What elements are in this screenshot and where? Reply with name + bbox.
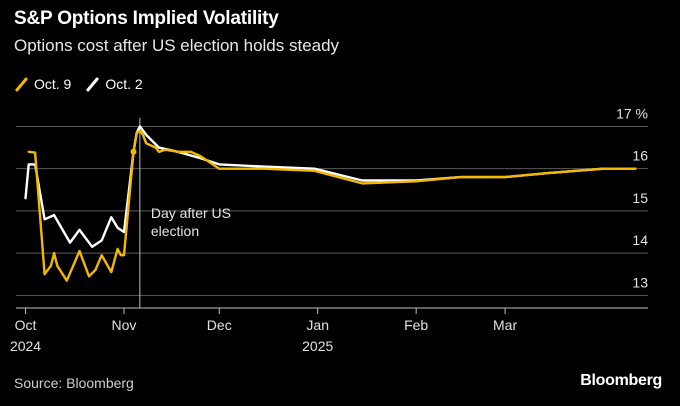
y-tick-label-14: 14 bbox=[632, 232, 648, 248]
series-point-oct-9-marker bbox=[130, 148, 137, 155]
series-line-oct-9 bbox=[27, 129, 637, 282]
bloomberg-logo: Bloomberg bbox=[580, 372, 662, 389]
legend-item-oct9: Oct. 9 bbox=[14, 76, 71, 92]
x-tick-label-feb: Feb bbox=[404, 317, 428, 333]
x-tick-sublabel-2024: 2024 bbox=[10, 338, 41, 354]
y-tick-label-15: 15 bbox=[632, 190, 648, 206]
y-tick-label-16: 16 bbox=[632, 148, 648, 164]
x-tick-label-jan: Jan bbox=[306, 317, 329, 333]
legend-label-oct9: Oct. 9 bbox=[34, 76, 72, 92]
chart-title: S&P Options Implied Volatility bbox=[14, 8, 279, 29]
annotation-line-1: election bbox=[151, 223, 199, 239]
x-tick-sublabel-2025: 2025 bbox=[302, 338, 333, 354]
legend-item-oct2: Oct. 2 bbox=[85, 76, 142, 92]
y-tick-label-17: 17 % bbox=[616, 105, 648, 121]
x-tick-label-dec: Dec bbox=[207, 317, 232, 333]
chart-subtitle: Options cost after US election holds ste… bbox=[14, 36, 340, 55]
legend-label-oct2: Oct. 2 bbox=[105, 76, 143, 92]
y-tick-label-13: 13 bbox=[632, 274, 648, 290]
source-note: Source: Bloomberg bbox=[14, 375, 134, 391]
annotation-line-0: Day after US bbox=[151, 205, 231, 221]
legend: Oct. 9 Oct. 2 bbox=[14, 76, 143, 92]
x-tick-label-oct: Oct bbox=[15, 317, 37, 333]
x-tick-label-nov: Nov bbox=[112, 317, 137, 333]
series-line-oct-2 bbox=[24, 125, 637, 248]
x-tick-label-mar: Mar bbox=[493, 317, 517, 333]
